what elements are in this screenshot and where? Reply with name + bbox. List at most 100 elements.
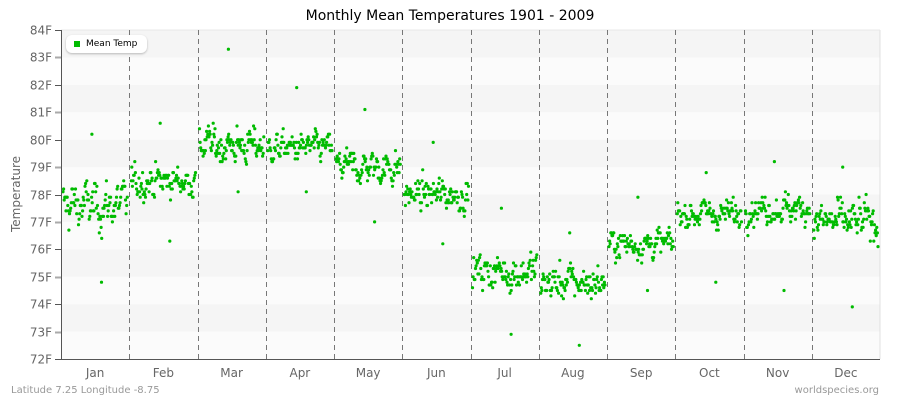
data-point [510,272,514,276]
data-point [730,206,734,210]
data-point [282,140,286,144]
data-point [685,225,690,229]
data-point [179,190,183,194]
data-point [144,187,148,191]
data-point [452,198,456,202]
data-point [685,217,689,221]
data-point [448,192,452,197]
data-point [247,129,252,133]
data-point [170,181,174,186]
data-point [571,266,575,271]
data-point [697,223,701,227]
data-point [147,190,151,194]
data-point [198,140,202,144]
data-point [366,171,370,175]
data-point [242,151,246,155]
data-point [329,143,333,147]
data-point [340,176,344,180]
data-point [839,206,843,210]
data-point [171,171,176,175]
data-point [503,275,507,279]
data-point [574,280,579,284]
x-tick-label: Aug [561,366,584,380]
data-point [237,140,241,144]
data-point [253,127,257,131]
data-point [154,160,158,164]
data-point [535,253,539,257]
data-point [799,214,804,218]
data-point [783,190,788,194]
data-point [322,138,326,142]
data-point [519,264,523,268]
data-point [831,225,835,229]
data-point [324,143,328,147]
data-point [792,209,796,213]
data-point [777,214,782,218]
data-point [208,132,212,136]
data-point [425,203,430,208]
data-point [703,201,707,205]
data-point [767,203,771,208]
data-point [614,247,618,251]
data-point [876,245,880,249]
data-point [569,275,573,279]
data-point [259,149,263,153]
data-point [843,212,847,216]
data-point [815,225,819,229]
data-point [217,140,221,144]
y-tick-label: 84F [30,24,52,38]
data-point [716,228,720,232]
data-point [269,149,273,153]
data-point [586,283,590,287]
data-point [511,269,515,273]
data-point [545,288,549,293]
data-point [856,217,861,221]
data-point [209,146,213,150]
data-point [798,195,802,199]
data-point [226,135,230,139]
data-point [613,250,617,254]
data-point [746,234,750,238]
data-point [253,143,257,147]
data-point [669,236,673,240]
band [61,112,880,140]
data-point [254,151,258,155]
data-point [525,272,529,276]
data-point [120,187,124,191]
data-point [456,195,460,199]
data-point [834,220,839,224]
data-point [82,203,86,208]
data-point [459,190,463,194]
data-point [744,212,748,216]
data-point [478,253,482,257]
data-point [317,140,322,144]
data-point [594,286,598,290]
data-point [244,162,249,166]
data-point [418,181,422,186]
source-credit: worldspecies.org [794,385,879,396]
data-point [391,179,395,183]
data-point [717,214,722,218]
data-point [769,220,773,224]
data-point [545,275,549,279]
data-point [768,214,772,218]
data-point [602,286,606,290]
data-point [315,132,319,136]
y-tick-label: 80F [30,134,52,148]
data-point [853,212,857,216]
data-point [511,261,516,265]
y-tick-label: 83F [30,51,52,65]
data-point [841,165,845,169]
data-point [420,179,424,183]
data-point [295,157,300,161]
y-tick-label: 81F [30,106,52,120]
data-point [100,236,104,240]
data-point [520,275,524,279]
data-point [874,234,878,238]
data-point [130,184,134,188]
data-point [707,209,711,213]
data-point [864,192,868,197]
data-point [836,198,840,202]
data-point [367,168,371,172]
